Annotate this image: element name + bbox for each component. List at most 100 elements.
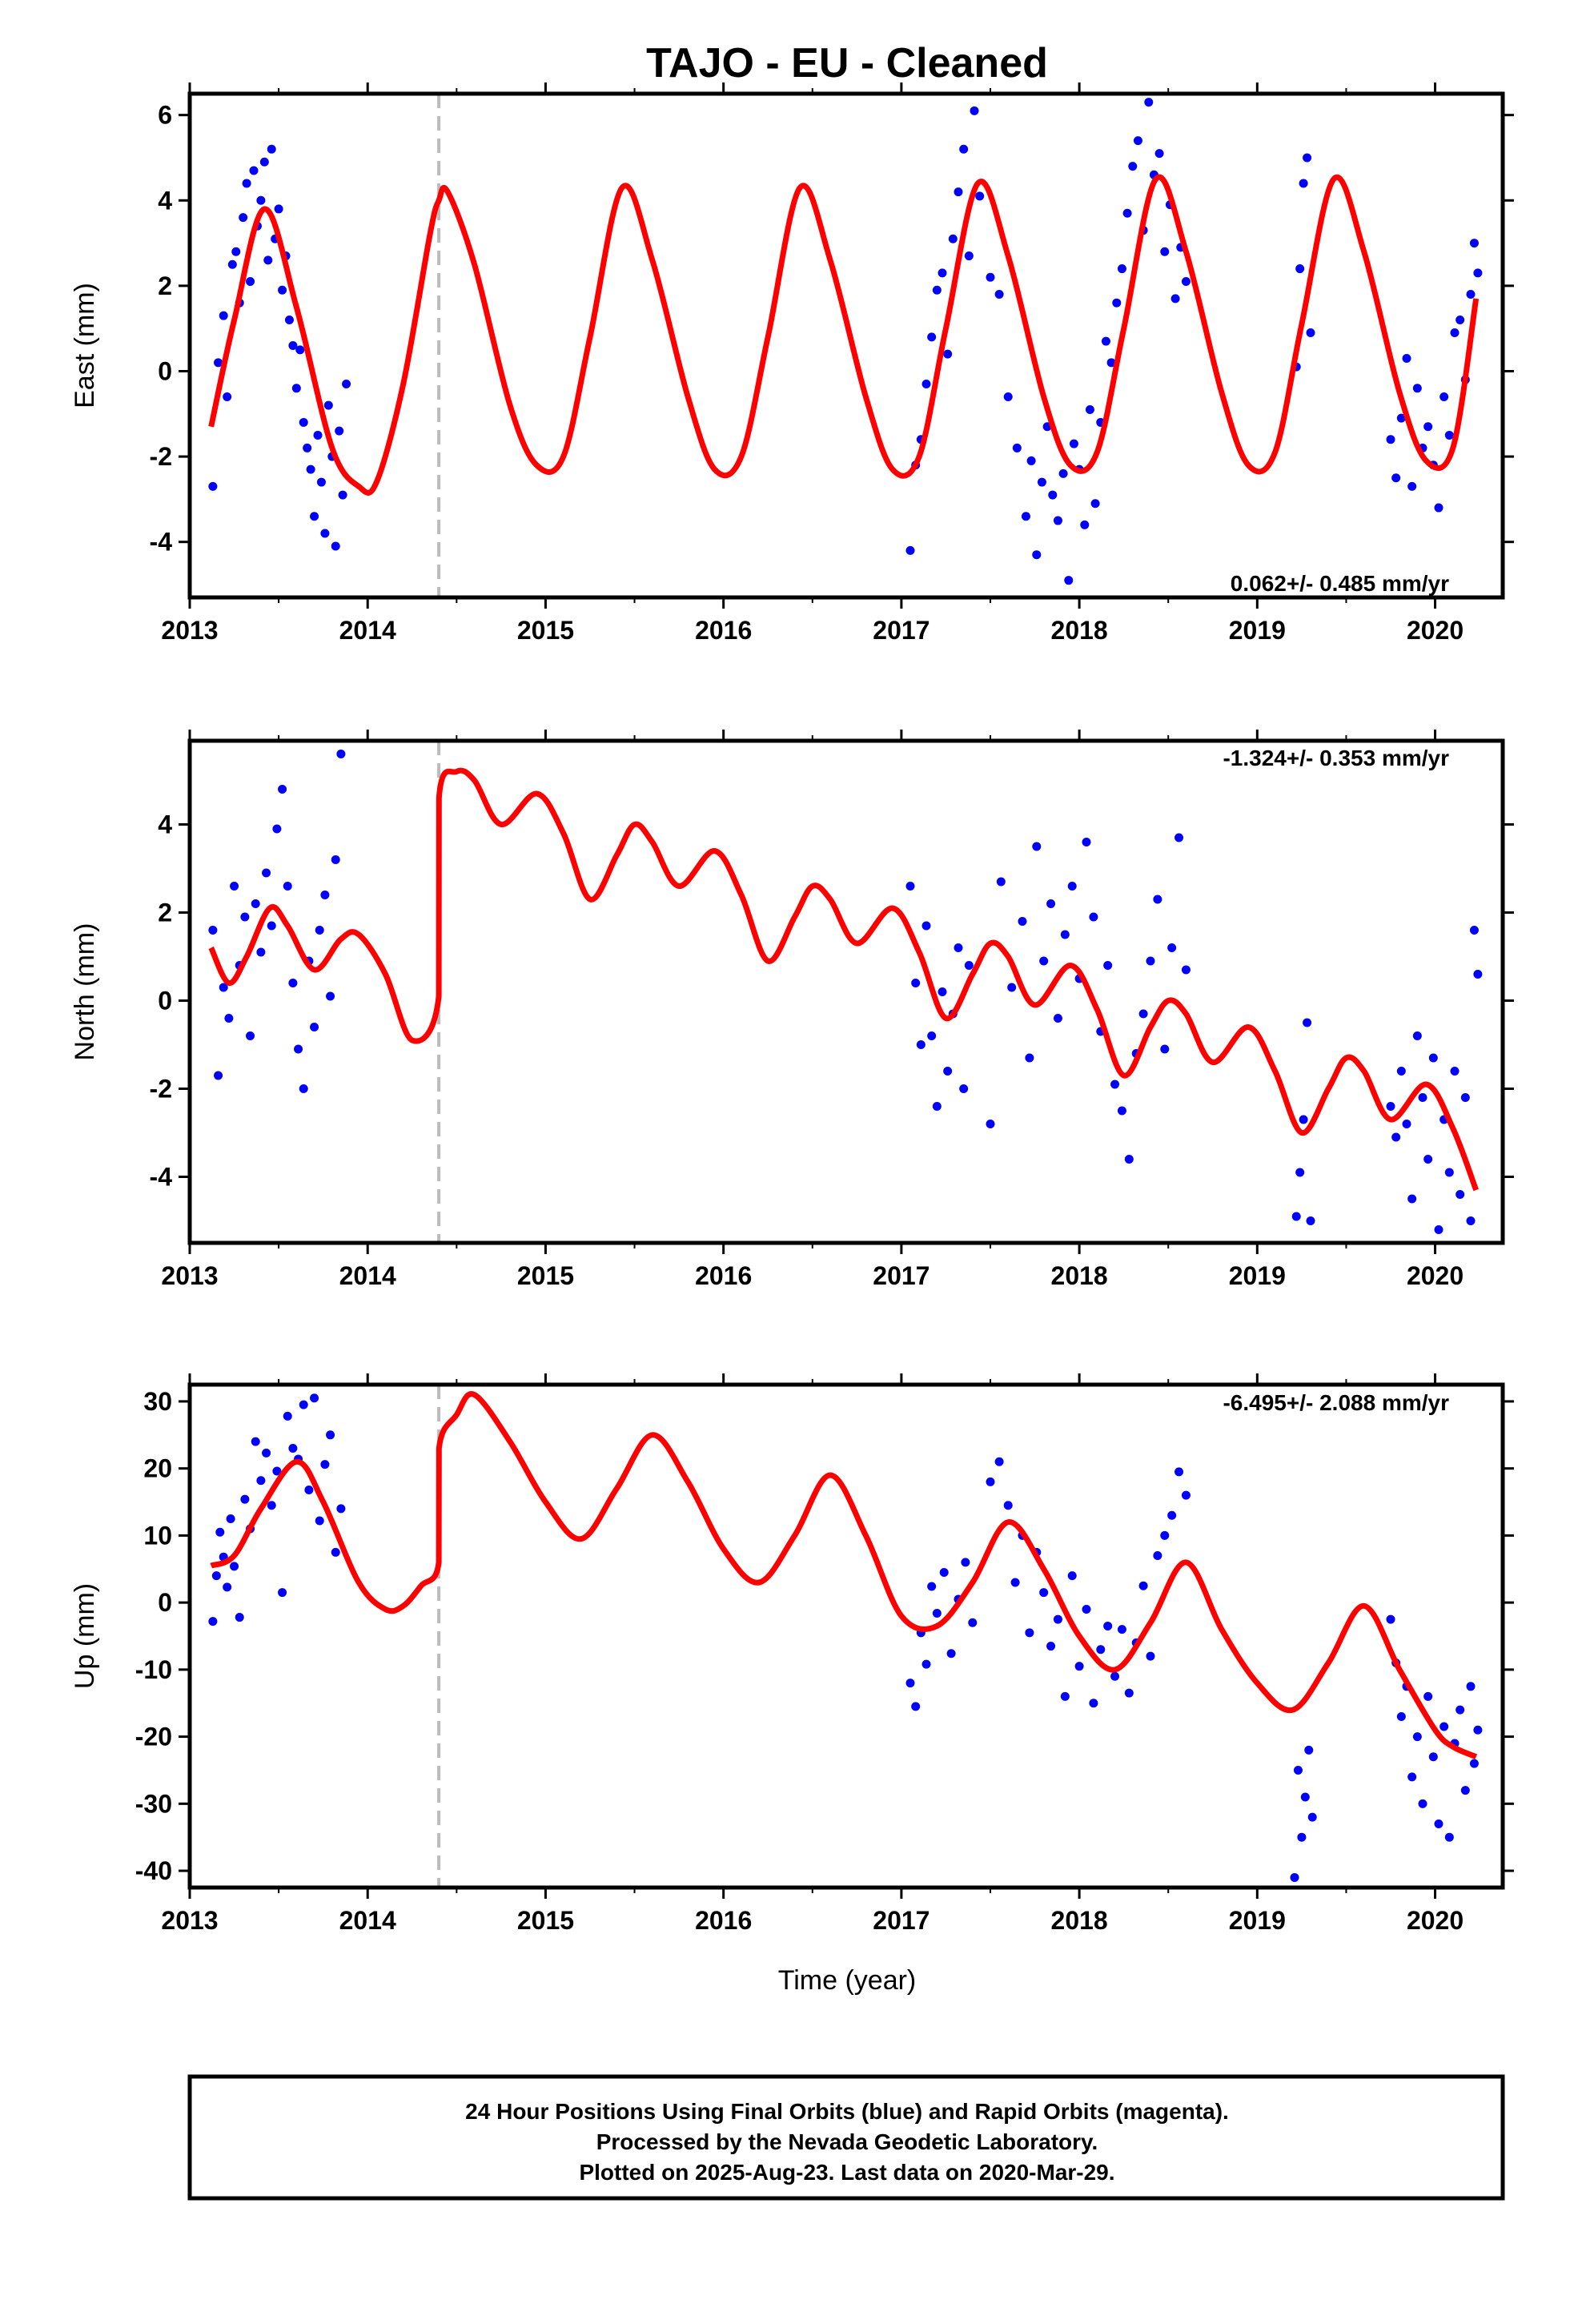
- east-data-point: [1117, 264, 1126, 274]
- up-data-point: [223, 1582, 232, 1592]
- up-data-point: [235, 1613, 244, 1622]
- east-data-point: [1391, 473, 1401, 483]
- north-plot-area: [208, 741, 1483, 1243]
- up-data-point: [1082, 1605, 1091, 1614]
- up-data-point: [1386, 1614, 1395, 1624]
- north-data-point: [1473, 970, 1483, 979]
- east-data-point: [299, 417, 308, 427]
- east-data-point: [1299, 179, 1308, 188]
- east-data-point: [905, 545, 915, 555]
- up-data-point: [1466, 1682, 1476, 1691]
- up-y-tick-label: -30: [135, 1789, 172, 1818]
- up-data-point: [1469, 1759, 1479, 1768]
- north-data-point: [927, 1031, 937, 1040]
- up-data-point: [994, 1457, 1004, 1466]
- north-data-point: [1138, 1009, 1148, 1019]
- east-data-point: [1466, 290, 1476, 300]
- up-data-point: [262, 1448, 271, 1458]
- up-x-tick-label: 2013: [161, 1906, 218, 1935]
- north-data-point: [1018, 917, 1027, 926]
- north-data-point: [1391, 1132, 1401, 1142]
- east-data-point: [1407, 481, 1417, 491]
- east-y-tick-label: 2: [158, 271, 172, 300]
- east-data-point: [1012, 443, 1022, 452]
- east-panel: 2013 2014 2015 2016 2017 2018 2019 2020 -4 -2 0 2 4 6…: [70, 82, 1514, 645]
- up-data-point: [230, 1562, 239, 1571]
- north-data-point: [1295, 1168, 1305, 1177]
- east-data-point: [208, 481, 218, 491]
- east-data-point: [239, 213, 248, 223]
- up-data-point: [1456, 1705, 1465, 1715]
- up-data-point: [267, 1501, 276, 1510]
- east-data-point: [288, 341, 298, 350]
- north-data-point: [1167, 943, 1177, 952]
- up-data-point: [336, 1504, 346, 1514]
- up-data-point: [1290, 1872, 1299, 1882]
- north-data-point: [1434, 1225, 1443, 1234]
- north-data-point: [911, 979, 921, 987]
- east-data-point: [975, 191, 985, 201]
- east-data-point: [1434, 503, 1443, 513]
- north-data-point: [1418, 1093, 1427, 1102]
- north-y-tick-label: 0: [158, 987, 172, 1015]
- east-x-tick-label: 2018: [1051, 616, 1108, 645]
- north-data-point: [214, 1071, 223, 1080]
- up-data-point: [331, 1547, 340, 1557]
- east-data-point: [1122, 208, 1132, 218]
- east-y-tick-label: -2: [150, 442, 172, 471]
- east-data-point: [954, 187, 963, 197]
- up-data-point: [1473, 1725, 1483, 1735]
- north-y-tick-label: 4: [158, 810, 172, 839]
- up-x-tick-label: 2018: [1051, 1906, 1108, 1935]
- east-data-point: [970, 106, 979, 115]
- north-data-point: [1174, 833, 1184, 842]
- up-data-point: [1174, 1467, 1184, 1477]
- north-data-point: [1306, 1216, 1315, 1225]
- caption-line-1: 24 Hour Positions Using Final Orbits (bl…: [465, 2099, 1229, 2124]
- caption-line-3: Plotted on 2025-Aug-23. Last data on 202…: [579, 2160, 1114, 2185]
- up-data-point: [288, 1444, 298, 1454]
- north-data-point: [230, 882, 239, 891]
- up-data-point: [278, 1588, 287, 1598]
- east-data-point: [291, 384, 301, 393]
- north-data-point: [1060, 930, 1070, 939]
- up-data-point: [1039, 1588, 1049, 1598]
- east-data-point: [959, 144, 969, 154]
- north-x-tick-label: 2019: [1229, 1261, 1286, 1290]
- east-data-point: [1026, 456, 1036, 465]
- north-data-point: [1067, 882, 1077, 891]
- east-data-point: [1032, 550, 1042, 560]
- up-data-point: [1293, 1765, 1303, 1775]
- east-data-point: [246, 277, 255, 287]
- north-data-point: [1466, 1216, 1476, 1225]
- caption-box: [187, 2074, 1505, 2201]
- up-data-point: [1146, 1651, 1155, 1661]
- north-data-point: [996, 877, 1006, 887]
- up-y-tick-label: -20: [135, 1723, 172, 1751]
- east-data-point: [927, 332, 937, 342]
- up-x-tick-label: 2016: [695, 1906, 752, 1935]
- east-data-point: [1396, 413, 1406, 423]
- east-data-point: [227, 259, 237, 269]
- north-data-point: [905, 882, 915, 891]
- north-x-tick-label: 2020: [1407, 1261, 1464, 1290]
- north-data-point: [1053, 1014, 1062, 1023]
- east-data-point: [310, 512, 319, 521]
- east-data-point: [948, 234, 958, 243]
- up-y-tick-label: 10: [143, 1521, 172, 1550]
- north-data-point: [1153, 895, 1162, 904]
- east-frame: [187, 91, 1505, 600]
- north-data-point: [1046, 899, 1056, 908]
- north-data-point: [267, 921, 276, 931]
- east-data-point: [331, 541, 340, 551]
- up-data-point: [1003, 1501, 1013, 1510]
- up-data-point: [1096, 1645, 1106, 1655]
- north-y-tick-label: -4: [150, 1163, 173, 1192]
- east-data-point: [1112, 298, 1122, 308]
- caption-line-2: Processed by the Nevada Geodetic Laborat…: [596, 2129, 1098, 2154]
- east-data-point: [219, 311, 228, 320]
- up-x-tick-label: 2020: [1407, 1906, 1464, 1935]
- up-data-point: [1460, 1786, 1470, 1795]
- north-data-point: [246, 1031, 255, 1040]
